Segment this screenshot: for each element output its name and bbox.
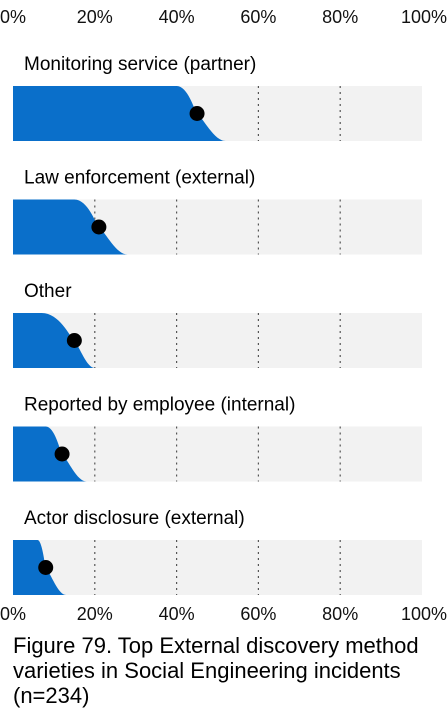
category-label: Other bbox=[24, 281, 72, 302]
x-tick-label-top: 20% bbox=[77, 7, 113, 27]
bar-track bbox=[13, 426, 422, 482]
x-tick-label-bottom: 40% bbox=[159, 604, 195, 624]
bar-fill bbox=[13, 426, 87, 482]
x-tick-label-top: 40% bbox=[159, 7, 195, 27]
point-estimate-dot bbox=[66, 333, 82, 348]
x-tick-label-bottom: 100% bbox=[401, 604, 447, 624]
bar-fill bbox=[13, 86, 226, 141]
point-estimate-dot bbox=[54, 446, 70, 462]
x-tick-label-top: 0% bbox=[0, 7, 26, 27]
x-tick-label-bottom: 60% bbox=[240, 604, 276, 624]
category-label: Actor disclosure (external) bbox=[24, 508, 245, 529]
bar-fill bbox=[13, 199, 128, 255]
point-estimate-dot bbox=[189, 106, 205, 121]
x-tick-label-top: 80% bbox=[322, 7, 358, 27]
x-tick-label-bottom: 80% bbox=[322, 604, 358, 624]
x-tick-label-top: 60% bbox=[240, 7, 276, 27]
category-label: Law enforcement (external) bbox=[24, 168, 255, 189]
bar-track bbox=[13, 540, 422, 595]
category-label: Monitoring service (partner) bbox=[24, 54, 256, 75]
point-estimate-dot bbox=[91, 219, 107, 235]
category-label: Reported by employee (internal) bbox=[24, 395, 295, 416]
x-tick-label-bottom: 0% bbox=[0, 604, 26, 624]
bar-chart-svg: 0% 20% 40% 60% 80% 100% 0% 20% 40% 60% 80% 100% Moni… bbox=[0, 7, 447, 624]
point-estimate-dot bbox=[38, 560, 54, 575]
x-tick-label-top: 100% bbox=[401, 7, 447, 27]
figure-caption: Figure 79. Top External discovery method… bbox=[13, 633, 419, 708]
bar-fill bbox=[13, 313, 95, 368]
x-tick-label-bottom: 20% bbox=[77, 604, 113, 624]
